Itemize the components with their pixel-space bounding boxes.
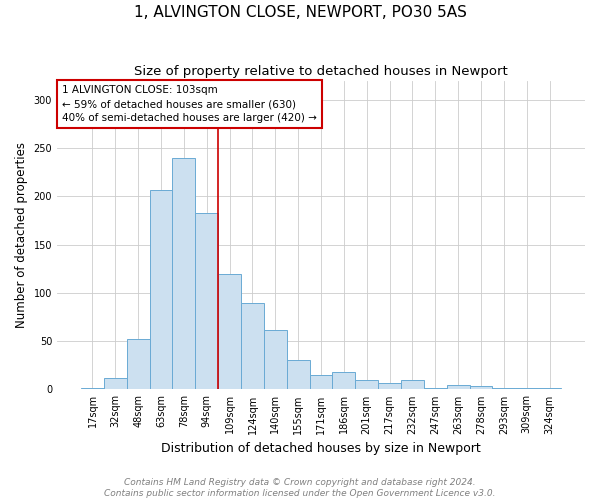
Bar <box>538 388 561 390</box>
Bar <box>515 388 538 390</box>
Bar <box>332 372 355 390</box>
Text: Contains HM Land Registry data © Crown copyright and database right 2024.
Contai: Contains HM Land Registry data © Crown c… <box>104 478 496 498</box>
Y-axis label: Number of detached properties: Number of detached properties <box>15 142 28 328</box>
Text: 1 ALVINGTON CLOSE: 103sqm
← 59% of detached houses are smaller (630)
40% of semi: 1 ALVINGTON CLOSE: 103sqm ← 59% of detac… <box>62 85 317 123</box>
Bar <box>470 386 493 390</box>
X-axis label: Distribution of detached houses by size in Newport: Distribution of detached houses by size … <box>161 442 481 455</box>
Bar <box>493 388 515 390</box>
Bar <box>172 158 196 390</box>
Text: 1, ALVINGTON CLOSE, NEWPORT, PO30 5AS: 1, ALVINGTON CLOSE, NEWPORT, PO30 5AS <box>134 5 466 20</box>
Bar <box>127 339 149 390</box>
Bar <box>424 388 447 390</box>
Bar <box>149 190 172 390</box>
Bar <box>378 382 401 390</box>
Bar <box>104 378 127 390</box>
Bar <box>264 330 287 390</box>
Bar <box>287 360 310 390</box>
Bar <box>355 380 378 390</box>
Bar <box>81 388 104 390</box>
Bar <box>447 384 470 390</box>
Bar <box>241 302 264 390</box>
Bar <box>401 380 424 390</box>
Title: Size of property relative to detached houses in Newport: Size of property relative to detached ho… <box>134 65 508 78</box>
Bar <box>218 274 241 390</box>
Bar <box>310 375 332 390</box>
Bar <box>196 213 218 390</box>
